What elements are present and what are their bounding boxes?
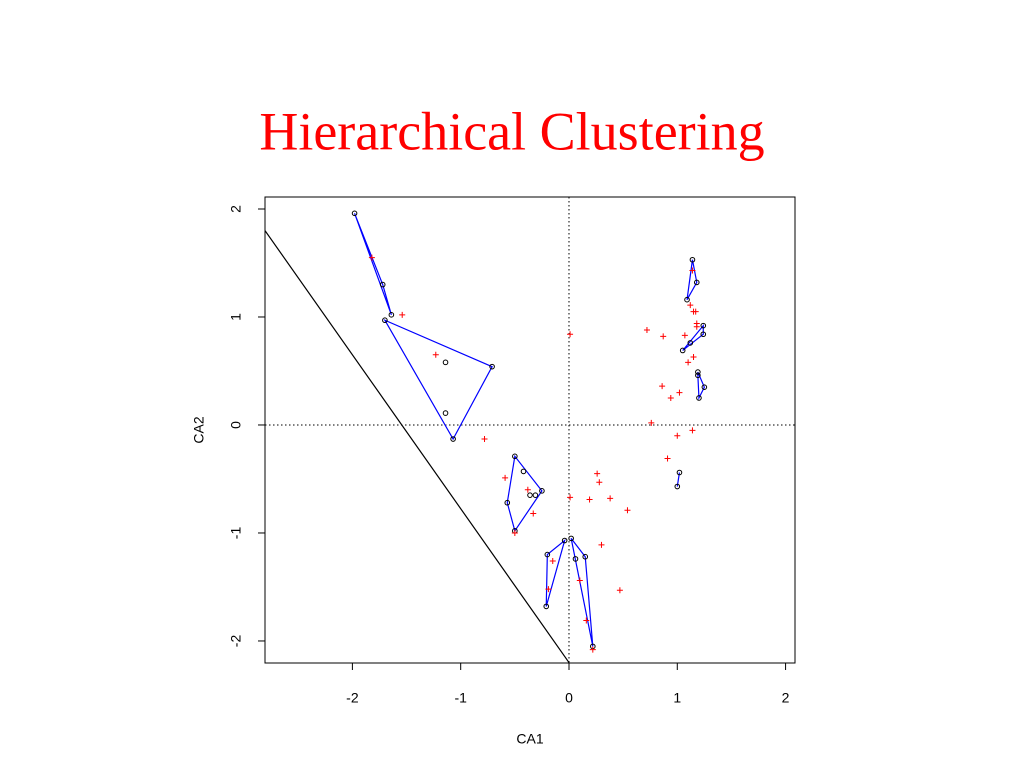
species-point xyxy=(659,383,666,390)
species-point xyxy=(667,394,674,401)
species-point xyxy=(648,419,655,426)
species-point xyxy=(502,474,509,481)
cluster-hull xyxy=(570,538,594,647)
cluster-hull xyxy=(383,318,493,441)
species-point xyxy=(589,646,596,653)
species-point xyxy=(681,332,688,339)
species-point xyxy=(481,436,488,443)
species-point xyxy=(399,311,406,318)
site-point xyxy=(544,551,551,558)
species-point xyxy=(576,577,583,584)
site-point xyxy=(382,317,388,324)
species-point xyxy=(549,558,556,565)
species-point xyxy=(596,479,603,486)
y-tick-label: 1 xyxy=(228,313,244,321)
species-point xyxy=(689,267,696,274)
site-point xyxy=(504,499,511,506)
reference-line xyxy=(265,230,570,663)
site-point xyxy=(379,281,386,288)
chart-title: Hierarchical Clustering xyxy=(259,101,764,161)
plot-frame xyxy=(264,196,796,664)
cluster-hull xyxy=(353,213,392,316)
site-point xyxy=(532,492,539,498)
species-point xyxy=(660,333,667,340)
x-axis-label: CA1 xyxy=(516,731,543,747)
plot-area xyxy=(265,197,795,663)
species-point xyxy=(583,617,590,624)
species-point xyxy=(685,359,692,366)
site-point xyxy=(679,347,686,354)
x-tick-label: 2 xyxy=(782,690,790,706)
species-point xyxy=(690,353,697,360)
species-point xyxy=(643,326,650,333)
site-point xyxy=(442,410,449,416)
site-point xyxy=(512,453,518,460)
species-point xyxy=(511,529,518,536)
species-point xyxy=(674,432,681,439)
species-point xyxy=(687,302,694,309)
site-point xyxy=(700,322,707,329)
site-point xyxy=(700,331,707,338)
species-point xyxy=(524,486,531,493)
species-point xyxy=(598,541,605,548)
site-point xyxy=(539,488,545,494)
y-tick-label: -1 xyxy=(228,527,244,540)
site-point xyxy=(684,296,690,303)
x-tick-label: 0 xyxy=(565,690,573,706)
y-tick-label: 2 xyxy=(228,205,244,213)
x-tick-label: 1 xyxy=(673,690,681,706)
site-point xyxy=(693,279,700,286)
cluster-hull xyxy=(545,538,566,607)
site-point xyxy=(687,340,694,346)
site-point xyxy=(442,359,449,366)
site-point xyxy=(582,553,589,560)
species-point xyxy=(594,470,601,477)
site-point xyxy=(696,395,702,401)
site-point xyxy=(351,210,358,217)
y-axis-label: CA2 xyxy=(191,416,207,443)
species-point xyxy=(432,351,439,358)
site-point xyxy=(489,363,495,370)
species-point xyxy=(368,254,375,261)
species-point xyxy=(693,323,700,330)
site-point xyxy=(543,603,550,610)
x-tick-label: -1 xyxy=(454,690,467,706)
site-point xyxy=(695,372,701,379)
site-point xyxy=(388,312,395,318)
cluster-hull xyxy=(686,259,698,300)
species-point xyxy=(676,389,683,396)
cluster-hull xyxy=(506,454,543,533)
y-tick-label: -2 xyxy=(228,635,244,648)
species-point xyxy=(689,427,696,434)
species-point xyxy=(616,587,623,594)
site-point xyxy=(674,483,681,490)
site-point xyxy=(561,537,568,544)
cluster-hull xyxy=(682,323,704,351)
species-point xyxy=(567,494,574,501)
species-point xyxy=(607,495,614,502)
species-point xyxy=(624,507,631,514)
site-point xyxy=(520,468,527,475)
species-point xyxy=(545,586,552,593)
species-point xyxy=(530,510,537,517)
site-point xyxy=(689,256,696,263)
site-point xyxy=(676,469,683,476)
site-point xyxy=(527,492,533,498)
x-tick-label: -2 xyxy=(346,690,359,706)
site-point xyxy=(450,436,456,442)
species-point xyxy=(586,496,593,503)
species-point xyxy=(567,331,574,338)
y-tick-label: 0 xyxy=(228,421,244,429)
site-point xyxy=(695,369,701,375)
site-point xyxy=(572,556,579,562)
species-point xyxy=(664,455,671,462)
site-point xyxy=(568,535,574,542)
species-point xyxy=(692,308,699,315)
site-point xyxy=(701,384,708,390)
